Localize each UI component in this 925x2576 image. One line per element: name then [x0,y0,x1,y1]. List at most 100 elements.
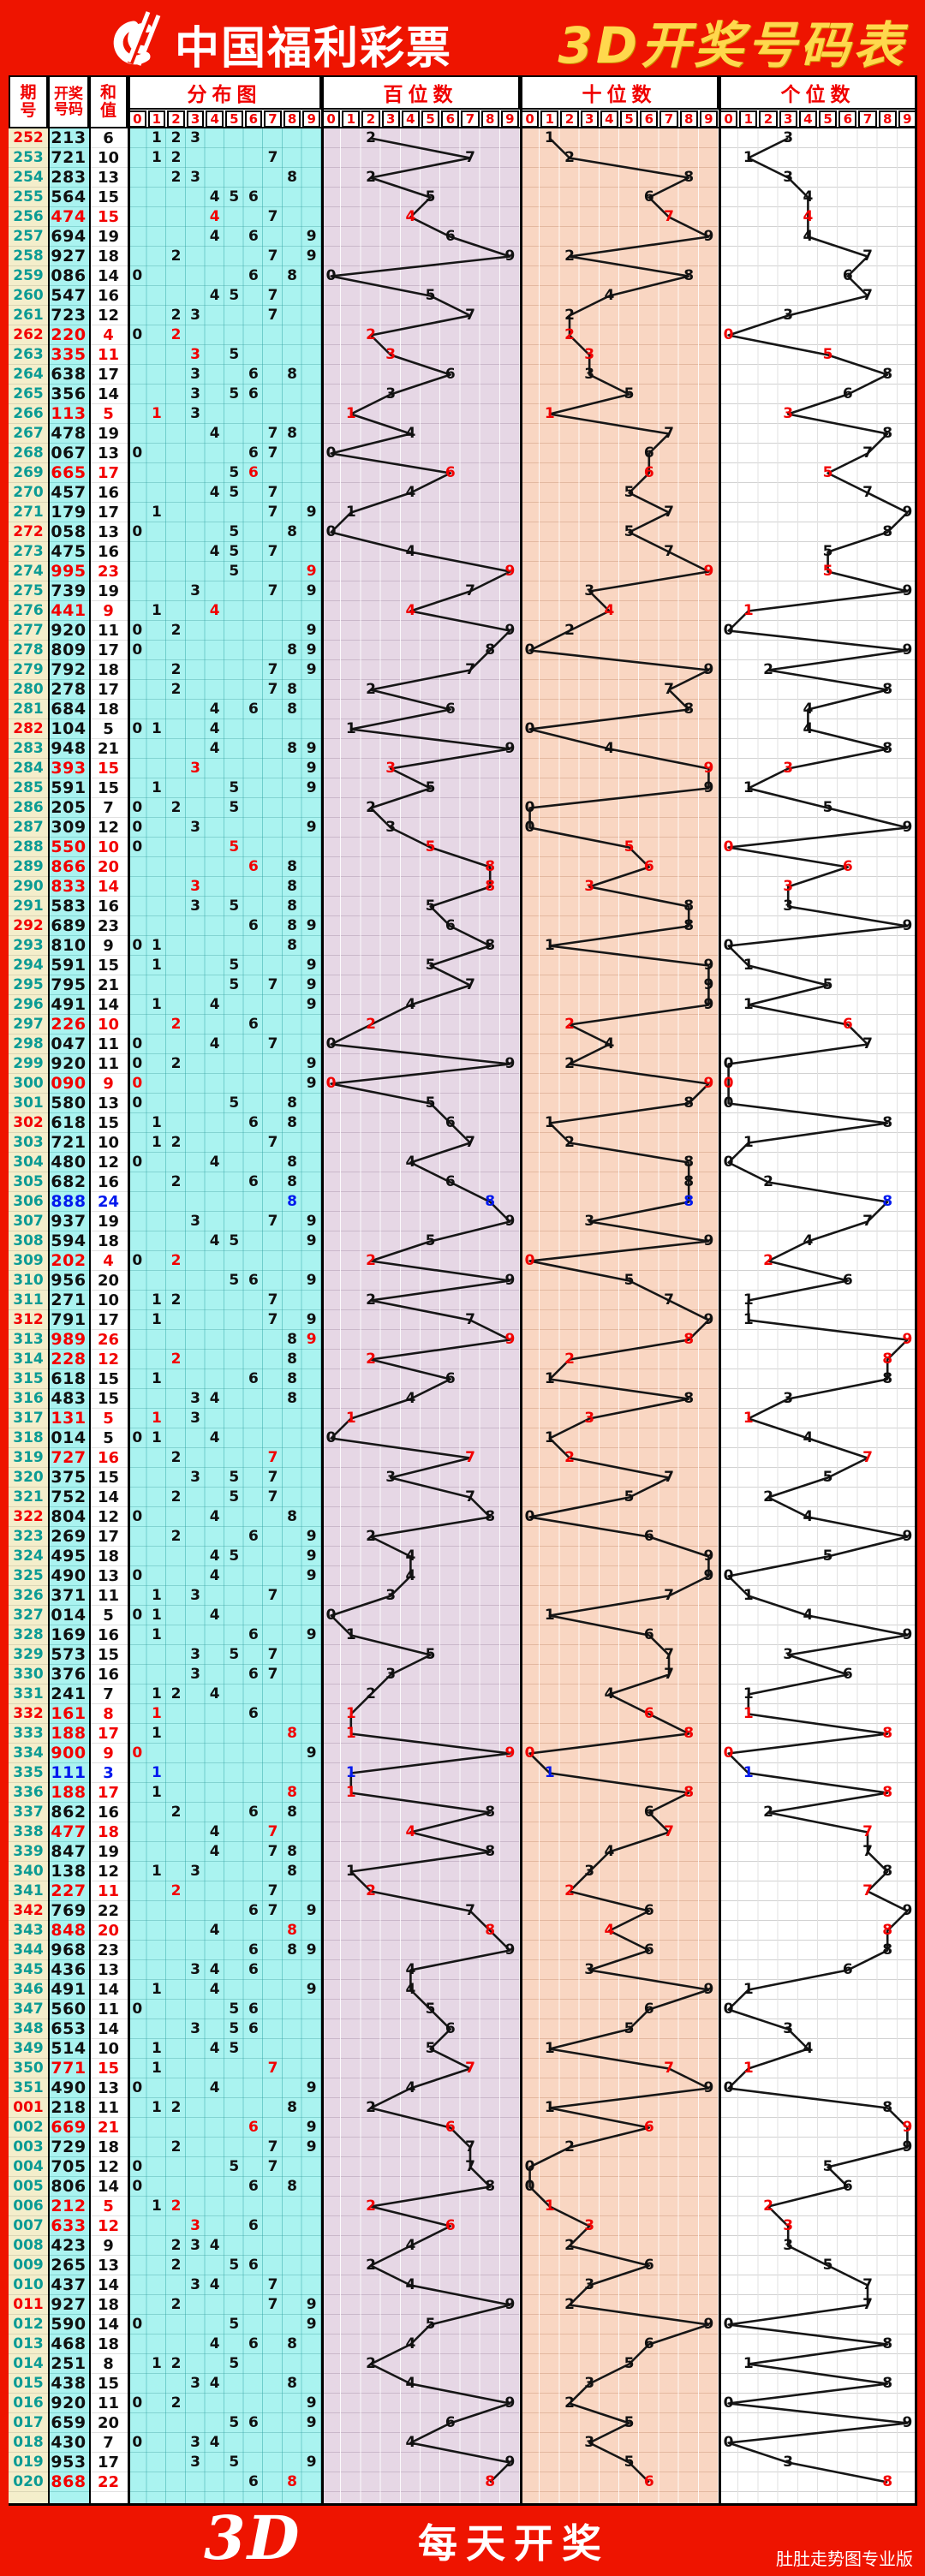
digit-header-cell: 2 [560,110,579,128]
period-cell: 002 [13,2119,44,2136]
chart-digit: 9 [703,1547,714,1565]
chart-digit: 5 [624,838,635,856]
chart-digit: 3 [584,2217,595,2234]
chart-digit: 7 [664,1646,674,1663]
period-cell: 339 [13,1843,44,1860]
dist-digit: 7 [267,149,278,166]
dist-digit: 9 [306,1744,317,1762]
chart-digit: 9 [504,1941,516,1959]
dist-digit: 5 [229,957,240,974]
dist-digit: 2 [170,326,182,343]
period-cell: 009 [13,2257,44,2274]
sum-cell: 15 [97,1390,120,1408]
chart-digit: 7 [664,1469,674,1486]
chart-digit: 6 [643,464,654,481]
period-cell: 290 [13,878,44,895]
dist-digit: 4 [209,1685,220,1702]
period-cell: 287 [13,819,44,836]
digit-header-cell: 2 [759,110,778,128]
period-cell: 001 [13,2099,44,2116]
winning-number-cell: 684 [51,700,87,719]
winning-number-cell: 436 [51,1960,87,1979]
sum-cell: 19 [97,425,120,443]
dist-digit: 5 [229,2414,240,2431]
chart-digit: 2 [763,1804,773,1821]
chart-digit: 8 [485,937,496,954]
period-cell: 314 [13,1351,44,1368]
sum-cell: 18 [97,247,120,265]
dist-digit: 9 [306,1626,317,1643]
period-cell: 279 [13,661,44,678]
winning-number-cell: 113 [51,404,87,423]
dist-digit: 4 [209,996,220,1013]
period-cell: 348 [13,2020,44,2037]
chart-digit: 5 [425,1646,436,1663]
winning-number-cell: 689 [51,916,87,935]
winning-number-cell: 437 [51,2275,87,2294]
dist-digit: 4 [209,2276,220,2293]
dist-digit: 3 [190,1390,201,1407]
chart-digit: 2 [763,1488,773,1506]
winning-number-cell: 228 [51,1350,87,1368]
table-rule [48,75,50,2506]
sum-cell: 13 [97,1094,120,1112]
dist-digit: 3 [190,897,201,915]
chart-digit: 3 [584,582,595,599]
dist-digit: 8 [287,1173,298,1190]
dist-digit: 9 [306,2079,317,2096]
chart-digit: 3 [584,2434,595,2451]
period-cell: 335 [13,1764,44,1781]
chart-digit: 9 [703,779,714,796]
winning-number-cell: 795 [51,975,87,994]
sum-cell: 17 [97,641,120,659]
chart-digit: 2 [564,1134,575,1151]
winning-number-cell: 161 [51,1704,87,1723]
winning-number-cell: 188 [51,1783,87,1802]
table-rule [9,127,917,128]
chart-digit: 4 [405,484,416,501]
chart-digit: 2 [564,2237,575,2254]
chart-digit: 7 [465,661,475,678]
sum-cell: 7 [103,2434,114,2452]
dist-digit: 6 [248,1902,259,1919]
chart-digit: 3 [783,2020,794,2037]
chart-digit: 4 [803,208,814,225]
dist-digit: 7 [267,1449,278,1466]
dist-digit: 9 [306,1055,317,1072]
chart-digit: 8 [882,1114,893,1131]
period-cell: 340 [13,1863,44,1880]
winning-number-cell: 995 [51,562,87,581]
chart-digit: 7 [465,1134,475,1151]
sum-cell: 8 [103,1705,114,1723]
digit-header-cell: 1 [739,110,758,128]
winning-number-cell: 014 [51,1428,87,1447]
dist-digit: 2 [170,2138,182,2156]
chart-digit: 5 [624,484,635,501]
chart-digit: 1 [544,1764,555,1781]
winning-number-cell: 393 [51,759,87,778]
trend-table: 期号 开奖号码 和值 分布图 0 1 2 3 4 5 6 7 8 9 百位数 0 1 2 3 4 5 6 7 8 9 十位数 0 1 2… [9,75,917,2506]
winning-number-cell: 495 [51,1547,87,1565]
period-cell: 281 [13,701,44,718]
sum-cell: 14 [97,2316,120,2334]
dist-digit: 9 [306,2119,317,2136]
sum-column-header: 和值 [89,75,128,128]
sum-cell: 12 [97,1508,120,1526]
dist-digit: 3 [190,2454,201,2471]
chart-digit: 7 [862,1823,873,1840]
winning-number-cell: 927 [51,2295,87,2314]
dist-digit: 6 [248,2414,259,2431]
dist-digit: 8 [287,1784,298,1801]
sum-cell: 18 [97,2138,120,2156]
dist-digit: 9 [306,917,317,934]
sum-cell: 16 [97,897,120,915]
winning-number-cell: 727 [51,1448,87,1467]
chart-digit: 3 [385,1666,397,1683]
sum-cell: 15 [97,2060,120,2078]
dist-digit: 0 [132,1035,143,1052]
number-column-header: 开奖号码 [48,75,89,128]
dist-digit: 6 [248,1528,259,1545]
chart-digit: 5 [425,2001,436,2018]
period-cell: 331 [13,1685,44,1702]
